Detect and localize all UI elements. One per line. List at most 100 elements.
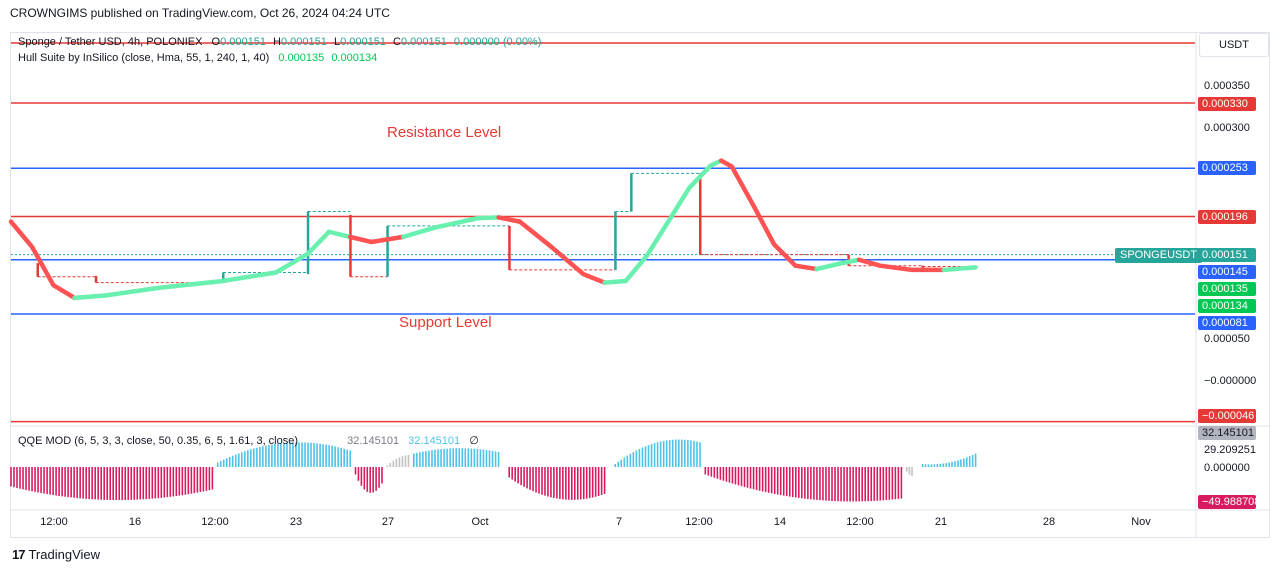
hull-segment xyxy=(644,219,671,258)
hull-value-1: 0.000135 xyxy=(278,52,325,64)
hull-segment xyxy=(496,215,523,224)
candle-bar xyxy=(699,173,702,255)
x-tick-label: 21 xyxy=(934,516,948,528)
ohlc-c-label: C xyxy=(393,36,401,48)
qqe-label: QQE MOD (6, 5, 3, 3, close, 50, 0.35, 6,… xyxy=(18,435,299,447)
hull-segment xyxy=(432,215,480,230)
hull-segment xyxy=(835,257,862,267)
ohlc-l-label: L xyxy=(333,36,341,48)
hull-segment xyxy=(400,225,438,240)
hull-segment xyxy=(72,293,109,301)
hull-segment xyxy=(877,263,915,273)
level-tag-0.000081: 0.000081 xyxy=(1198,316,1256,330)
hull-segment xyxy=(771,242,798,268)
hull-segment xyxy=(273,251,311,275)
hull-legend[interactable]: Hull Suite by InSilico (close, Hma, 55, … xyxy=(18,52,377,64)
level-tag-0.000196: 0.000196 xyxy=(1198,210,1256,224)
x-tick-label: Nov xyxy=(1131,516,1151,528)
x-tick-label: Oct xyxy=(471,516,489,528)
qqe-legend[interactable]: QQE MOD (6, 5, 3, 3, close, 50, 0.35, 6,… xyxy=(18,434,479,447)
hull-segment xyxy=(157,278,226,290)
support-annotation: Support Level xyxy=(399,314,492,331)
candle-bar xyxy=(630,173,633,212)
hull-segment xyxy=(475,215,501,221)
hull-segment xyxy=(220,270,279,284)
candle-bar xyxy=(36,263,39,277)
x-tick-label: 12:00 xyxy=(40,516,68,528)
candle-bar xyxy=(94,275,98,283)
hull-segment xyxy=(856,257,883,268)
qqe-tick-label: 0.000000 xyxy=(1204,462,1250,474)
hull-segment xyxy=(347,234,374,245)
x-tick-label: 12:00 xyxy=(685,516,713,528)
hull-value-2: 0.000134 xyxy=(331,52,378,64)
hull-segment xyxy=(581,271,607,285)
ohlc-change: 0.000000 (0.00%) xyxy=(453,36,542,48)
hull-tag-2: 0.000134 xyxy=(1198,299,1256,313)
level-tag-0.000253: 0.000253 xyxy=(1198,161,1256,175)
ohlc-o-value: 0.000151 xyxy=(220,36,266,48)
candle-bar xyxy=(306,211,310,275)
qqe-tick-label: 29.209251 xyxy=(1204,444,1256,456)
hull-segment xyxy=(941,265,978,273)
ohlc-c-value: 0.000151 xyxy=(400,36,447,48)
symbol-tag: SPONGEUSDT xyxy=(1115,248,1203,263)
hull-segment xyxy=(549,244,586,277)
x-tick-label: 12:00 xyxy=(201,516,229,528)
chart-frame xyxy=(10,32,1270,538)
hull-segment xyxy=(29,244,56,288)
hull-segment xyxy=(623,253,650,284)
y-tick-label: 0.000300 xyxy=(1204,122,1250,134)
hull-segment xyxy=(729,164,756,207)
hull-segment xyxy=(517,219,554,250)
symbol-legend[interactable]: Sponge / Tether USD, 4h, POLONIEX O0.000… xyxy=(18,36,541,48)
qqe-tag-1: 32.145101 xyxy=(1198,426,1256,440)
hull-segment xyxy=(305,229,332,257)
x-tick-label: 16 xyxy=(128,516,142,528)
hull-segment xyxy=(602,278,629,285)
ohlc-h-value: 0.000151 xyxy=(280,36,327,48)
tradingview-logo-icon: 17 xyxy=(12,547,26,562)
hull-tag-1: 0.000135 xyxy=(1198,282,1256,296)
ohlc-h-label: H xyxy=(273,36,281,48)
x-tick-label: 14 xyxy=(773,516,787,528)
x-tick-label: 28 xyxy=(1042,516,1056,528)
level-tag-neg-0.000046: −0.000046 xyxy=(1198,409,1256,423)
last-price-tag: 0.000151 xyxy=(1198,248,1256,262)
y-tick-label: −0.000000 xyxy=(1204,375,1257,387)
publisher-text: CROWNGIMS published on TradingView.com, … xyxy=(10,6,390,20)
symbol-line: Sponge / Tether USD, 4h, POLONIEX xyxy=(18,36,203,48)
x-tick-label: 7 xyxy=(615,516,623,528)
level-tag-0.000330: 0.000330 xyxy=(1198,97,1256,111)
hull-segment xyxy=(814,261,841,272)
hull-segment xyxy=(51,282,77,301)
ohlc-l-value: 0.000151 xyxy=(340,36,386,48)
x-tick-label: 23 xyxy=(289,516,303,528)
hull-segment xyxy=(8,219,35,250)
hull-segment xyxy=(665,185,692,224)
y-tick-label: 0.000050 xyxy=(1204,333,1250,345)
y-tick-label: 0.000350 xyxy=(1204,80,1250,92)
candle-bar xyxy=(349,214,352,277)
ohlc-o-label: O xyxy=(211,36,221,48)
hull-label: Hull Suite by InSilico (close, Hma, 55, … xyxy=(18,52,270,64)
qqe-value-1: 32.145101 xyxy=(347,435,400,447)
candle-bar xyxy=(222,272,225,283)
resistance-annotation: Resistance Level xyxy=(387,124,502,141)
candle-bar xyxy=(614,211,617,270)
hull-segment xyxy=(326,229,353,240)
tradingview-logo[interactable]: 17 TradingView xyxy=(12,547,100,562)
qqe-value-2: 32.145101 xyxy=(408,435,461,447)
x-tick-label: 12:00 xyxy=(846,516,874,528)
level-tag-0.000145: 0.000145 xyxy=(1198,265,1256,279)
hull-segment xyxy=(750,202,777,247)
candle-bar xyxy=(386,225,389,277)
x-tick-label: 27 xyxy=(381,516,395,528)
hull-segment xyxy=(104,285,162,298)
currency-button[interactable]: USDT xyxy=(1199,33,1269,57)
hull-segment xyxy=(687,163,713,190)
qqe-value-3: ∅ xyxy=(469,435,479,447)
candle-bar xyxy=(508,225,511,270)
hull-segment xyxy=(369,234,406,245)
